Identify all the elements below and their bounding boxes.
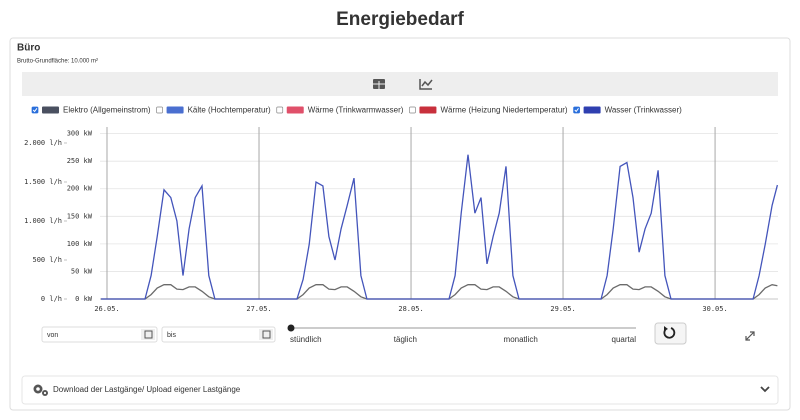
y-tick-label: 50 kW [71,267,93,275]
table-icon[interactable] [373,79,385,89]
calendar-icon [262,330,271,339]
chart-icon[interactable] [419,79,433,90]
chart: 0 kW 50 kW 100 kW 150 kW 200 kW 250 kW 300 kW 0… [24,127,779,313]
panel-title: Büro [17,43,40,54]
y2-tick-label: 2.000 l/h [24,139,62,147]
y2-tick-label: 0 l/h [41,295,62,303]
check-mark [32,108,38,113]
y2-tick-label: 1.500 l/h [24,178,62,186]
legend-checkbox[interactable] [276,106,284,114]
legend-label[interactable]: Elektro (Allgemeinstrom) [63,106,151,115]
legend-checkbox[interactable] [156,106,163,114]
legend-label[interactable]: Wärme (Trinkwarmwasser) [308,106,404,115]
x-tick-label: 27.05. [246,305,271,313]
chevron-icon[interactable] [760,386,770,393]
x-tick-label: 28.05. [398,305,423,313]
resolution-label[interactable]: stündlich [290,335,322,344]
series-line [100,284,778,300]
resolution-label[interactable]: monatlich [504,335,538,344]
y-tick-label: 100 kW [67,240,93,248]
legend-label[interactable]: Wasser (Trinkwasser) [605,106,683,115]
download-label: Download der Lastgänge/ Upload eigener L… [53,385,241,394]
resolution-label[interactable]: quartal [612,335,637,344]
page-title: Energiebedarf [336,9,464,30]
check-mark [574,108,579,113]
y-tick-label: 200 kW [67,185,93,193]
legend-label[interactable]: Wärme (Heizung Niedertemperatur) [440,106,567,115]
legend-swatch [42,106,59,114]
x-tick-label: 26.05. [94,305,119,313]
date-to-input[interactable] [161,326,276,343]
reset-icon-arrow [664,326,668,331]
calendar-button[interactable] [141,329,155,340]
plot-area [100,127,778,299]
slider-handle[interactable] [287,324,295,332]
legend-swatch [419,106,437,114]
legend-checkbox[interactable] [573,106,580,114]
y-tick-label: 0 kW [75,295,93,303]
y2-tick-label: 500 l/h [32,256,62,264]
legend-label[interactable]: Kälte (Hochtemperatur) [188,106,271,115]
date-to-placeholder: bis [167,332,176,339]
y-tick-label: 300 kW [67,130,93,138]
calendar-icon [144,330,153,339]
legend-checkbox[interactable] [31,106,39,114]
download-bar[interactable] [21,375,779,405]
resolution-label[interactable]: täglich [394,335,417,344]
toolbar [22,72,778,96]
legend: Elektro (Allgemeinstrom) Kälte (Hochtempe… [31,106,683,115]
date-from-input[interactable] [41,326,158,343]
reset-icon [663,327,676,339]
series-line [100,154,779,300]
y2-tick-label: 1.000 l/h [24,217,62,225]
legend-checkbox[interactable] [409,106,416,114]
reset-button[interactable] [654,322,687,345]
y-tick-label: 150 kW [67,212,93,220]
y-tick-label: 250 kW [67,157,93,165]
legend-swatch [166,106,184,114]
panel-subtitle: Brutto-Grundfläche: 10.000 m² [17,59,98,65]
x-tick-label: 29.05. [550,305,575,313]
legend-swatch [583,106,601,114]
date-from-placeholder: von [47,332,58,339]
legend-swatch [286,106,304,114]
expand-icon[interactable] [745,331,755,341]
gear-icon [33,384,48,396]
calendar-button[interactable] [259,329,273,340]
x-tick-label: 30.05. [702,305,727,313]
